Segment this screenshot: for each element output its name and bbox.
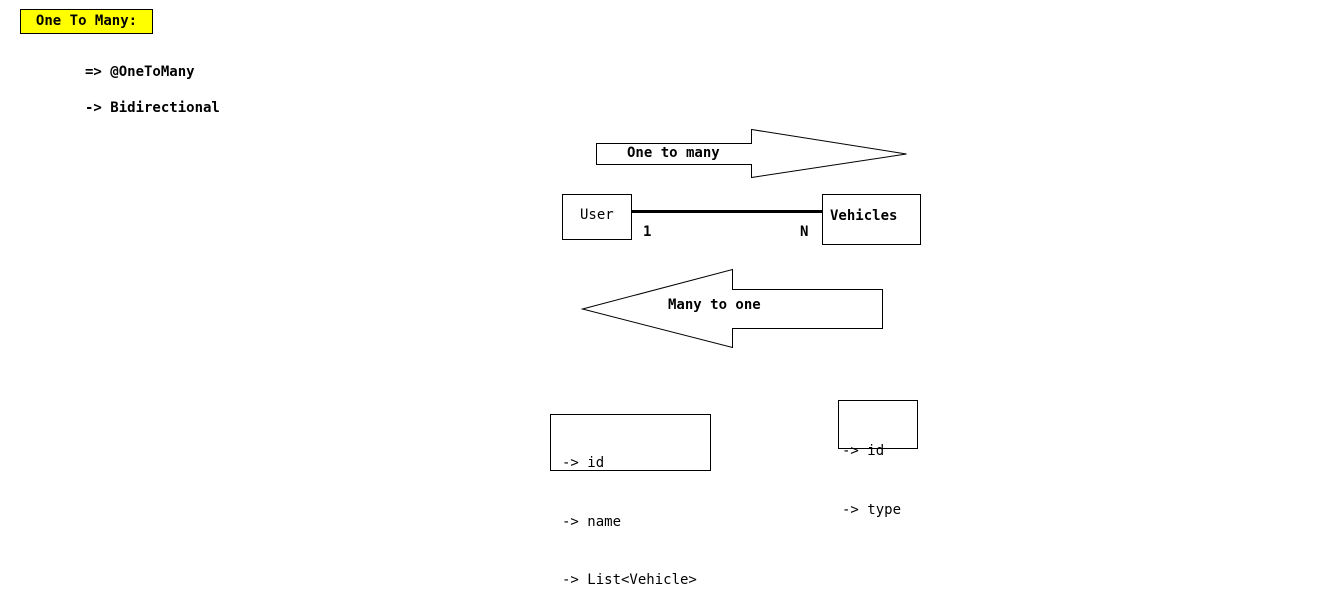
arrow-many-to-one [580, 268, 883, 349]
cardinality-one: 1 [643, 224, 652, 240]
vehicle-fields-box: -> id -> type [838, 400, 918, 518]
arrow-left-shape [580, 268, 883, 349]
arrow-right-shape [596, 128, 907, 179]
user-field-vehicles: -> List<Vehicle> [562, 572, 697, 588]
page-title: One To Many: [20, 9, 153, 34]
entity-user: User [562, 194, 632, 240]
user-field-name: -> name [562, 513, 622, 530]
arrow-one-to-many [596, 128, 907, 179]
note-direction: -> Bidirectional [85, 100, 220, 116]
cardinality-many: N [800, 224, 809, 240]
vehicle-field-id: -> id [842, 443, 885, 459]
arrow-label-forward: One to many [627, 145, 720, 161]
note-annotation: => @OneToMany [85, 64, 195, 80]
entity-vehicle: Vehicles [822, 194, 921, 245]
relation-line [632, 210, 822, 213]
arrow-label-backward: Many to one [668, 297, 761, 313]
user-fields-box: -> id -> name -> List<Vehicle> [550, 414, 711, 588]
vehicle-field-type: -> type [842, 501, 902, 518]
user-field-id: -> id [562, 455, 605, 471]
